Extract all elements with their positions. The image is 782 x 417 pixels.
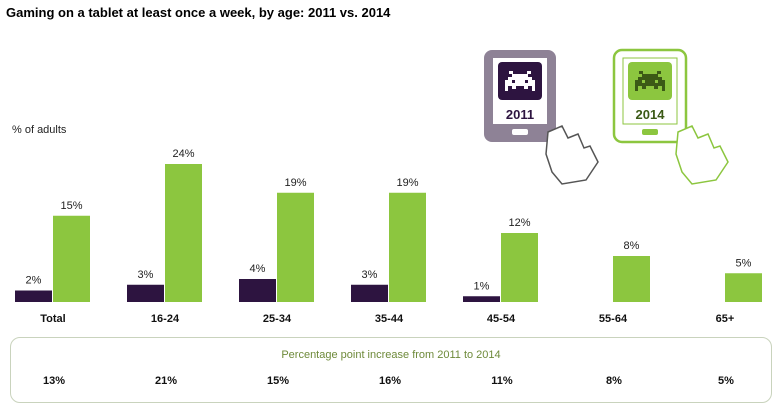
bar-2011-16-24 xyxy=(127,284,164,302)
tablet-2011-icon: 2011 xyxy=(484,50,599,185)
category-label-55-64: 55-64 xyxy=(599,313,628,325)
data-label-2014-25-34: 19% xyxy=(284,177,306,189)
bar-2014-65+ xyxy=(725,273,762,302)
category-label-25-34: 25-34 xyxy=(263,313,292,325)
increase-value-45-54: 11% xyxy=(491,375,513,387)
data-label-2014-55-64: 8% xyxy=(624,240,640,252)
bar-chart: 2% 15% Total 3% 24% 16-24 4% 19% 25-34 3% 19% 35-44… xyxy=(15,48,762,325)
increase-value-65+: 5% xyxy=(718,375,734,387)
bar-2014-Total xyxy=(53,215,90,302)
bar-2011-35-44 xyxy=(351,284,388,302)
bar-2011-25-34 xyxy=(239,279,276,302)
increase-value-Total: 13% xyxy=(42,375,66,387)
increase-value-25-34: 15% xyxy=(266,375,290,387)
data-label-2011-45-54: 1% xyxy=(474,280,490,292)
data-label-2011-25-34: 4% xyxy=(250,263,266,275)
bar-2014-35-44 xyxy=(389,192,426,302)
tablet-2014-icon: 2014 xyxy=(612,48,729,185)
bar-2014-45-54 xyxy=(501,233,538,302)
category-label-Total: Total xyxy=(40,313,65,325)
bar-2014-55-64 xyxy=(613,256,650,302)
data-label-2014-16-24: 24% xyxy=(172,148,194,160)
pointing-hand-icon xyxy=(545,125,599,185)
bar-2011-Total xyxy=(15,290,52,302)
tablet-2011-label: 2011 xyxy=(506,107,534,122)
category-label-16-24: 16-24 xyxy=(151,313,180,325)
y-axis-label: % of adults xyxy=(12,124,67,136)
data-label-2011-Total: 2% xyxy=(26,275,42,287)
bar-2014-16-24 xyxy=(165,164,202,302)
increase-panel: Percentage point increase from 2011 to 2… xyxy=(10,337,772,403)
data-label-2011-16-24: 3% xyxy=(138,269,154,281)
increase-value-35-44: 16% xyxy=(378,375,402,387)
space-invader-icon xyxy=(505,71,535,91)
category-label-45-54: 45-54 xyxy=(487,313,516,325)
data-label-2014-45-54: 12% xyxy=(508,217,530,229)
pointing-hand-icon xyxy=(675,125,729,185)
data-label-2014-35-44: 19% xyxy=(396,177,418,189)
increase-value-16-24: 21% xyxy=(154,375,178,387)
chart-title: Gaming on a tablet at least once a week,… xyxy=(6,5,391,20)
bar-2014-25-34 xyxy=(277,192,314,302)
bar-2011-45-54 xyxy=(463,296,500,302)
space-invader-icon xyxy=(635,71,665,91)
category-label-35-44: 35-44 xyxy=(375,313,404,325)
increase-panel-title: Percentage point increase from 2011 to 2… xyxy=(281,349,501,361)
increase-value-55-64: 8% xyxy=(606,375,622,387)
data-label-2014-Total: 15% xyxy=(60,200,82,212)
data-label-2014-65+: 5% xyxy=(736,257,752,269)
data-label-2011-35-44: 3% xyxy=(362,269,378,281)
category-label-65+: 65+ xyxy=(716,313,735,325)
tablet-2014-label: 2014 xyxy=(636,107,666,122)
